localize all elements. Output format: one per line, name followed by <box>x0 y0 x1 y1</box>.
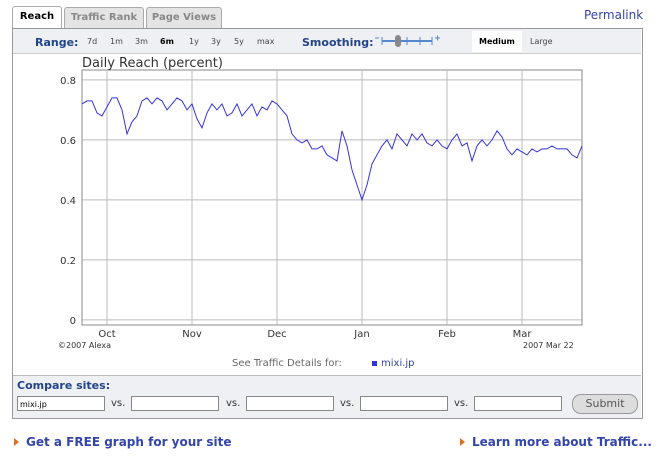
x-tick-label: Mar <box>513 329 533 340</box>
vs-label: vs. <box>226 398 241 409</box>
selected-option <box>472 31 522 52</box>
tab[interactable]: Page Views <box>146 7 222 28</box>
chart: Daily Reach (percent) 0 0.2 0.4 0.6 0.8 Oct No… <box>60 56 583 340</box>
link-arrow <box>460 438 465 446</box>
chart-title: Daily Reach (percent) <box>82 56 223 71</box>
site-input[interactable] <box>131 396 219 411</box>
site-input[interactable] <box>360 396 448 411</box>
vs-label: vs. <box>111 398 126 409</box>
details-site[interactable]: mixi.jp <box>381 358 415 369</box>
link-arrow <box>14 438 19 446</box>
tab[interactable]: Traffic Rank <box>64 7 144 28</box>
series-swatch <box>372 361 377 366</box>
x-tick-label: Jan <box>353 329 369 340</box>
slider-thumb[interactable] <box>395 35 401 47</box>
y-tick-label: 0.2 <box>60 256 76 267</box>
panel <box>12 28 643 419</box>
chart-date: 2007 Mar 22 <box>523 341 574 350</box>
smoothing-slider[interactable] <box>372 32 442 50</box>
compare-label: Compare sites: <box>17 379 111 392</box>
smoothing-label: Smoothing: <box>302 36 374 49</box>
range-option[interactable]: 3y <box>211 37 221 46</box>
link[interactable]: Get a FREE graph for your site <box>26 435 232 449</box>
range-option[interactable]: 5y <box>234 37 244 46</box>
site-input[interactable]: mixi.jp <box>17 396 105 411</box>
vs-label: vs. <box>454 398 469 409</box>
submit-button[interactable]: Submit <box>572 394 638 414</box>
smoothing-option[interactable]: Large <box>530 37 553 46</box>
permalink[interactable]: Permalink <box>584 8 644 22</box>
plot-area <box>81 69 583 326</box>
copyright: ©2007 Alexa <box>58 341 112 350</box>
x-tick-label: Dec <box>267 329 286 340</box>
range-label: Range: <box>35 36 79 49</box>
site-input[interactable] <box>246 396 334 411</box>
y-tick-label: 0 <box>70 316 76 327</box>
range-option[interactable]: max <box>257 37 275 46</box>
range-option[interactable]: 1m <box>110 37 123 46</box>
x-tick-label: Feb <box>438 329 456 340</box>
range-option[interactable]: 1y <box>189 37 199 46</box>
x-tick-label: Oct <box>98 329 115 340</box>
y-tick-label: 0.8 <box>60 76 76 87</box>
x-tick-label: Nov <box>182 329 202 340</box>
tab[interactable]: Reach <box>12 6 62 29</box>
range-option[interactable]: 6m <box>160 37 174 46</box>
details-label: See Traffic Details for: <box>232 358 342 369</box>
link[interactable]: Learn more about Traffic... <box>472 435 652 449</box>
controls-bar <box>13 29 641 54</box>
vs-label: vs. <box>340 398 355 409</box>
range-option[interactable]: 3m <box>135 37 148 46</box>
site-input[interactable] <box>474 396 562 411</box>
data-line <box>81 97 583 202</box>
slider-plus[interactable] <box>435 35 440 41</box>
y-tick-label: 0.4 <box>60 196 76 207</box>
y-tick-label: 0.6 <box>60 136 76 147</box>
range-option[interactable]: 7d <box>87 37 98 46</box>
smoothing-option[interactable]: Medium <box>479 37 515 46</box>
